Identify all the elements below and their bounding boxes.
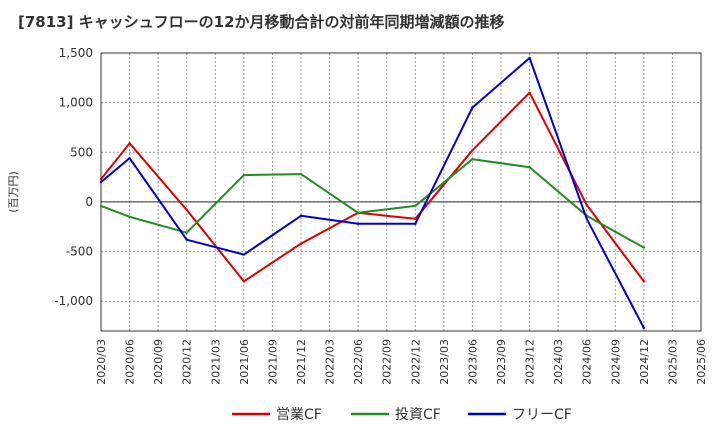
x-tick-label: 2021/12: [295, 339, 308, 385]
x-tick-label: 2024/12: [638, 339, 651, 385]
x-tick-label: 2022/09: [381, 339, 394, 385]
data-point: [128, 157, 131, 160]
x-tick-label: 2024/03: [552, 339, 565, 385]
data-point: [128, 215, 131, 219]
data-point: [642, 246, 646, 249]
x-tick-label: 2020/09: [152, 339, 165, 385]
x-tick-label: 2021/09: [266, 339, 279, 385]
x-tick-label: 2023/03: [438, 339, 451, 385]
x-tick-label: 2024/09: [609, 339, 622, 385]
y-tick-label: 1,000: [59, 96, 93, 110]
plot-area: [101, 53, 701, 331]
y-tick-label: 0: [85, 195, 93, 209]
x-tick-label: 2025/03: [666, 339, 679, 385]
data-point: [299, 172, 303, 176]
data-point: [242, 253, 246, 256]
data-point: [528, 165, 531, 169]
x-tick-label: 2023/06: [466, 339, 479, 385]
data-point: [528, 91, 531, 94]
data-point: [585, 203, 588, 207]
data-point: [414, 222, 417, 225]
data-point: [414, 204, 417, 208]
data-point: [185, 238, 188, 241]
data-point: [299, 214, 303, 218]
legend-item: フリーCF: [468, 407, 572, 423]
x-tick-label: 2020/03: [95, 339, 108, 385]
x-tick-label: 2023/12: [524, 339, 537, 385]
data-point: [585, 217, 588, 221]
x-tick-label: 2022/06: [352, 339, 365, 385]
legend-label: 営業CF: [276, 407, 322, 423]
data-point: [99, 204, 103, 208]
x-tick-label: 2025/06: [695, 339, 708, 385]
y-axis-label: (百万円): [7, 171, 20, 213]
data-point: [528, 56, 531, 60]
legend-label: フリーCF: [512, 407, 572, 423]
data-point: [99, 180, 103, 184]
legend-item: 営業CF: [232, 407, 322, 423]
x-tick-label: 2021/03: [209, 339, 222, 385]
data-point: [642, 326, 646, 330]
x-tick-label: 2023/09: [495, 339, 508, 385]
legend-item: 投資CF: [351, 407, 441, 423]
data-point: [242, 280, 246, 283]
data-point: [185, 208, 188, 212]
data-point: [414, 217, 417, 221]
data-point: [299, 242, 303, 245]
x-tick-label: 2020/06: [124, 339, 137, 385]
data-point: [471, 106, 474, 109]
data-point: [471, 158, 474, 161]
data-point: [642, 280, 646, 283]
data-point: [356, 211, 360, 215]
x-tick-label: 2020/12: [181, 339, 194, 385]
y-tick-label: 1,500: [59, 46, 93, 60]
data-point: [128, 142, 131, 145]
y-tick-label: 500: [70, 145, 93, 159]
x-tick-label: 2024/06: [581, 339, 594, 385]
data-point: [471, 149, 474, 152]
y-tick-label: -500: [66, 245, 93, 259]
plot-frame: [100, 52, 702, 332]
data-point: [185, 231, 188, 234]
chart-title: [7813] キャッシュフローの12か月移動合計の対前年同期増減額の推移: [18, 13, 505, 31]
x-tick-label: 2022/03: [324, 339, 337, 385]
y-tick-label: -1,000: [54, 294, 93, 308]
data-point: [356, 222, 360, 225]
data-point: [99, 177, 103, 181]
x-tick-label: 2021/06: [238, 339, 251, 385]
data-point: [242, 173, 246, 177]
x-tick-label: 2022/12: [409, 339, 422, 385]
legend-label: 投資CF: [395, 407, 441, 423]
